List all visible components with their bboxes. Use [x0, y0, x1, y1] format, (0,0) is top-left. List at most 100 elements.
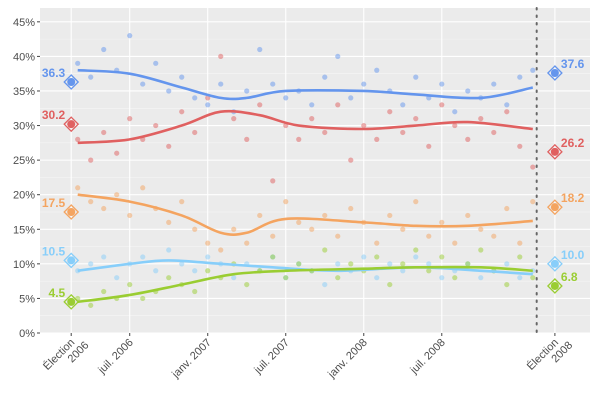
conservative-poll-point: [309, 102, 315, 108]
ndp-poll-point: [231, 226, 237, 232]
green-trend-line: [77, 265, 533, 304]
liberal-poll-point: [491, 129, 497, 136]
y-tick-label: 25%: [13, 155, 35, 167]
green-poll-point: [101, 288, 107, 295]
y-tick-label: 35%: [13, 86, 35, 98]
ndp-poll-point: [478, 226, 484, 232]
x-tick-label: juil. 2007: [252, 337, 292, 377]
ndp-poll-point: [374, 240, 380, 246]
liberal-start-result-point: [67, 120, 76, 129]
election-markers: 36.3 37.6 30.2 26.2 17.5 18.2 10.5 10.0 4.5 6.8: [42, 57, 585, 310]
bloc-qu-b-cois-poll-point: [88, 261, 94, 267]
conservative-poll-point: [166, 88, 172, 94]
conservative-start-result-point: [67, 77, 76, 86]
conservative-poll-point: [283, 95, 289, 101]
green-poll-point: [426, 268, 432, 274]
conservative-poll-point: [400, 102, 406, 108]
x-tick-label-line: juil. 2007: [252, 337, 292, 377]
green-poll-point: [413, 247, 419, 253]
ndp-start-result-point: [67, 207, 76, 216]
y-tick-label: 15%: [13, 224, 35, 236]
bloc-qu-b-cois-start-diamond-outline: [63, 252, 80, 269]
liberal-poll-point: [166, 143, 172, 149]
green-start-diamond-outline: [63, 293, 80, 310]
conservative-end-diamond-outline: [546, 65, 563, 81]
bloc-qu-b-cois-end-result-label: 10.0: [561, 248, 585, 262]
bloc-qu-b-cois-poll-point: [140, 254, 146, 260]
conservative-trend-line: [77, 68, 534, 101]
bloc-qu-b-cois-poll-point: [153, 268, 159, 274]
green-poll-point: [374, 254, 380, 260]
liberal-poll-point: [153, 122, 159, 129]
green-poll-point: [335, 275, 341, 281]
conservative-poll-point: [218, 81, 224, 87]
bloc-qu-b-cois-poll-point: [322, 281, 328, 288]
ndp-poll-point: [530, 199, 536, 205]
ndp-poll-point: [400, 226, 406, 232]
conservative-poll-point: [179, 74, 185, 80]
liberal-poll-point: [426, 143, 432, 149]
conservative-poll-point: [491, 81, 497, 87]
ndp-poll-point: [218, 247, 224, 253]
green-poll-point: [400, 261, 406, 267]
x-tick-label: janv. 2007: [169, 337, 214, 382]
liberal-poll-point: [257, 102, 263, 108]
green-end-diamond-outline: [546, 278, 563, 294]
conservative-poll-point: [361, 81, 367, 87]
ndp-poll-point: [504, 205, 510, 212]
green-poll-point: [439, 254, 445, 260]
conservative-poll-point: [270, 81, 276, 87]
liberal-end-diamond-outline: [546, 143, 563, 160]
liberal-start-diamond-outline: [63, 116, 80, 133]
ndp-poll-point: [335, 233, 341, 239]
liberal-poll-point: [387, 109, 393, 115]
x-tick-label-line: juil. 2008: [408, 337, 448, 377]
ndp-poll-point: [309, 226, 315, 232]
green-poll-point: [127, 281, 133, 288]
ndp-poll-point: [439, 219, 445, 225]
liberal-poll-point: [127, 116, 133, 122]
y-tick-label: 10%: [13, 259, 35, 271]
bloc-qu-b-cois-trend-line: [77, 259, 533, 276]
x-tick-label-line: janv. 2008: [325, 337, 370, 382]
liberal-poll-point: [270, 178, 276, 184]
liberal-poll-point: [517, 143, 523, 149]
liberal-poll-point: [348, 157, 354, 163]
liberal-poll-point: [101, 129, 107, 136]
bloc-qu-b-cois-end-diamond-outline: [546, 255, 563, 272]
x-tick-label: Élection2006: [40, 330, 91, 381]
green-poll-point: [478, 247, 484, 253]
ndp-poll-point: [166, 219, 172, 225]
green-start-result-label: 4.5: [49, 286, 66, 300]
ndp-poll-point: [465, 212, 471, 219]
bloc-qu-b-cois-poll-point: [179, 261, 185, 267]
green-poll-point: [348, 261, 354, 267]
ndp-poll-point: [244, 240, 250, 246]
liberal-poll-point: [75, 136, 81, 142]
bloc-qu-b-cois-poll-point: [166, 247, 172, 253]
conservative-poll-point: [413, 74, 419, 80]
liberal-poll-point: [114, 150, 120, 156]
conservative-poll-point: [88, 74, 94, 80]
ndp-start-diamond-outline: [63, 204, 80, 220]
bloc-qu-b-cois-poll-point: [426, 261, 432, 267]
green-poll-point: [465, 261, 471, 267]
ndp-poll-point: [114, 192, 120, 198]
liberal-poll-point: [322, 129, 328, 136]
bloc-qu-b-cois-poll-point: [231, 275, 237, 281]
plot-background: [40, 8, 590, 333]
liberal-poll-point: [478, 116, 484, 122]
liberal-poll-point: [244, 136, 250, 142]
conservative-end-result-label: 37.6: [561, 57, 585, 71]
grid: [40, 7, 590, 334]
y-tick-label: 5%: [19, 293, 35, 305]
liberal-poll-point: [413, 116, 419, 122]
bloc-qu-b-cois-poll-point: [439, 275, 445, 281]
ndp-poll-point: [257, 212, 263, 219]
green-poll-point: [322, 247, 328, 253]
x-tick-label: juil. 2006: [95, 337, 135, 377]
ndp-end-result-label: 18.2: [561, 191, 585, 205]
liberal-start-result-label: 30.2: [42, 108, 66, 122]
ndp-poll-point: [205, 240, 211, 246]
